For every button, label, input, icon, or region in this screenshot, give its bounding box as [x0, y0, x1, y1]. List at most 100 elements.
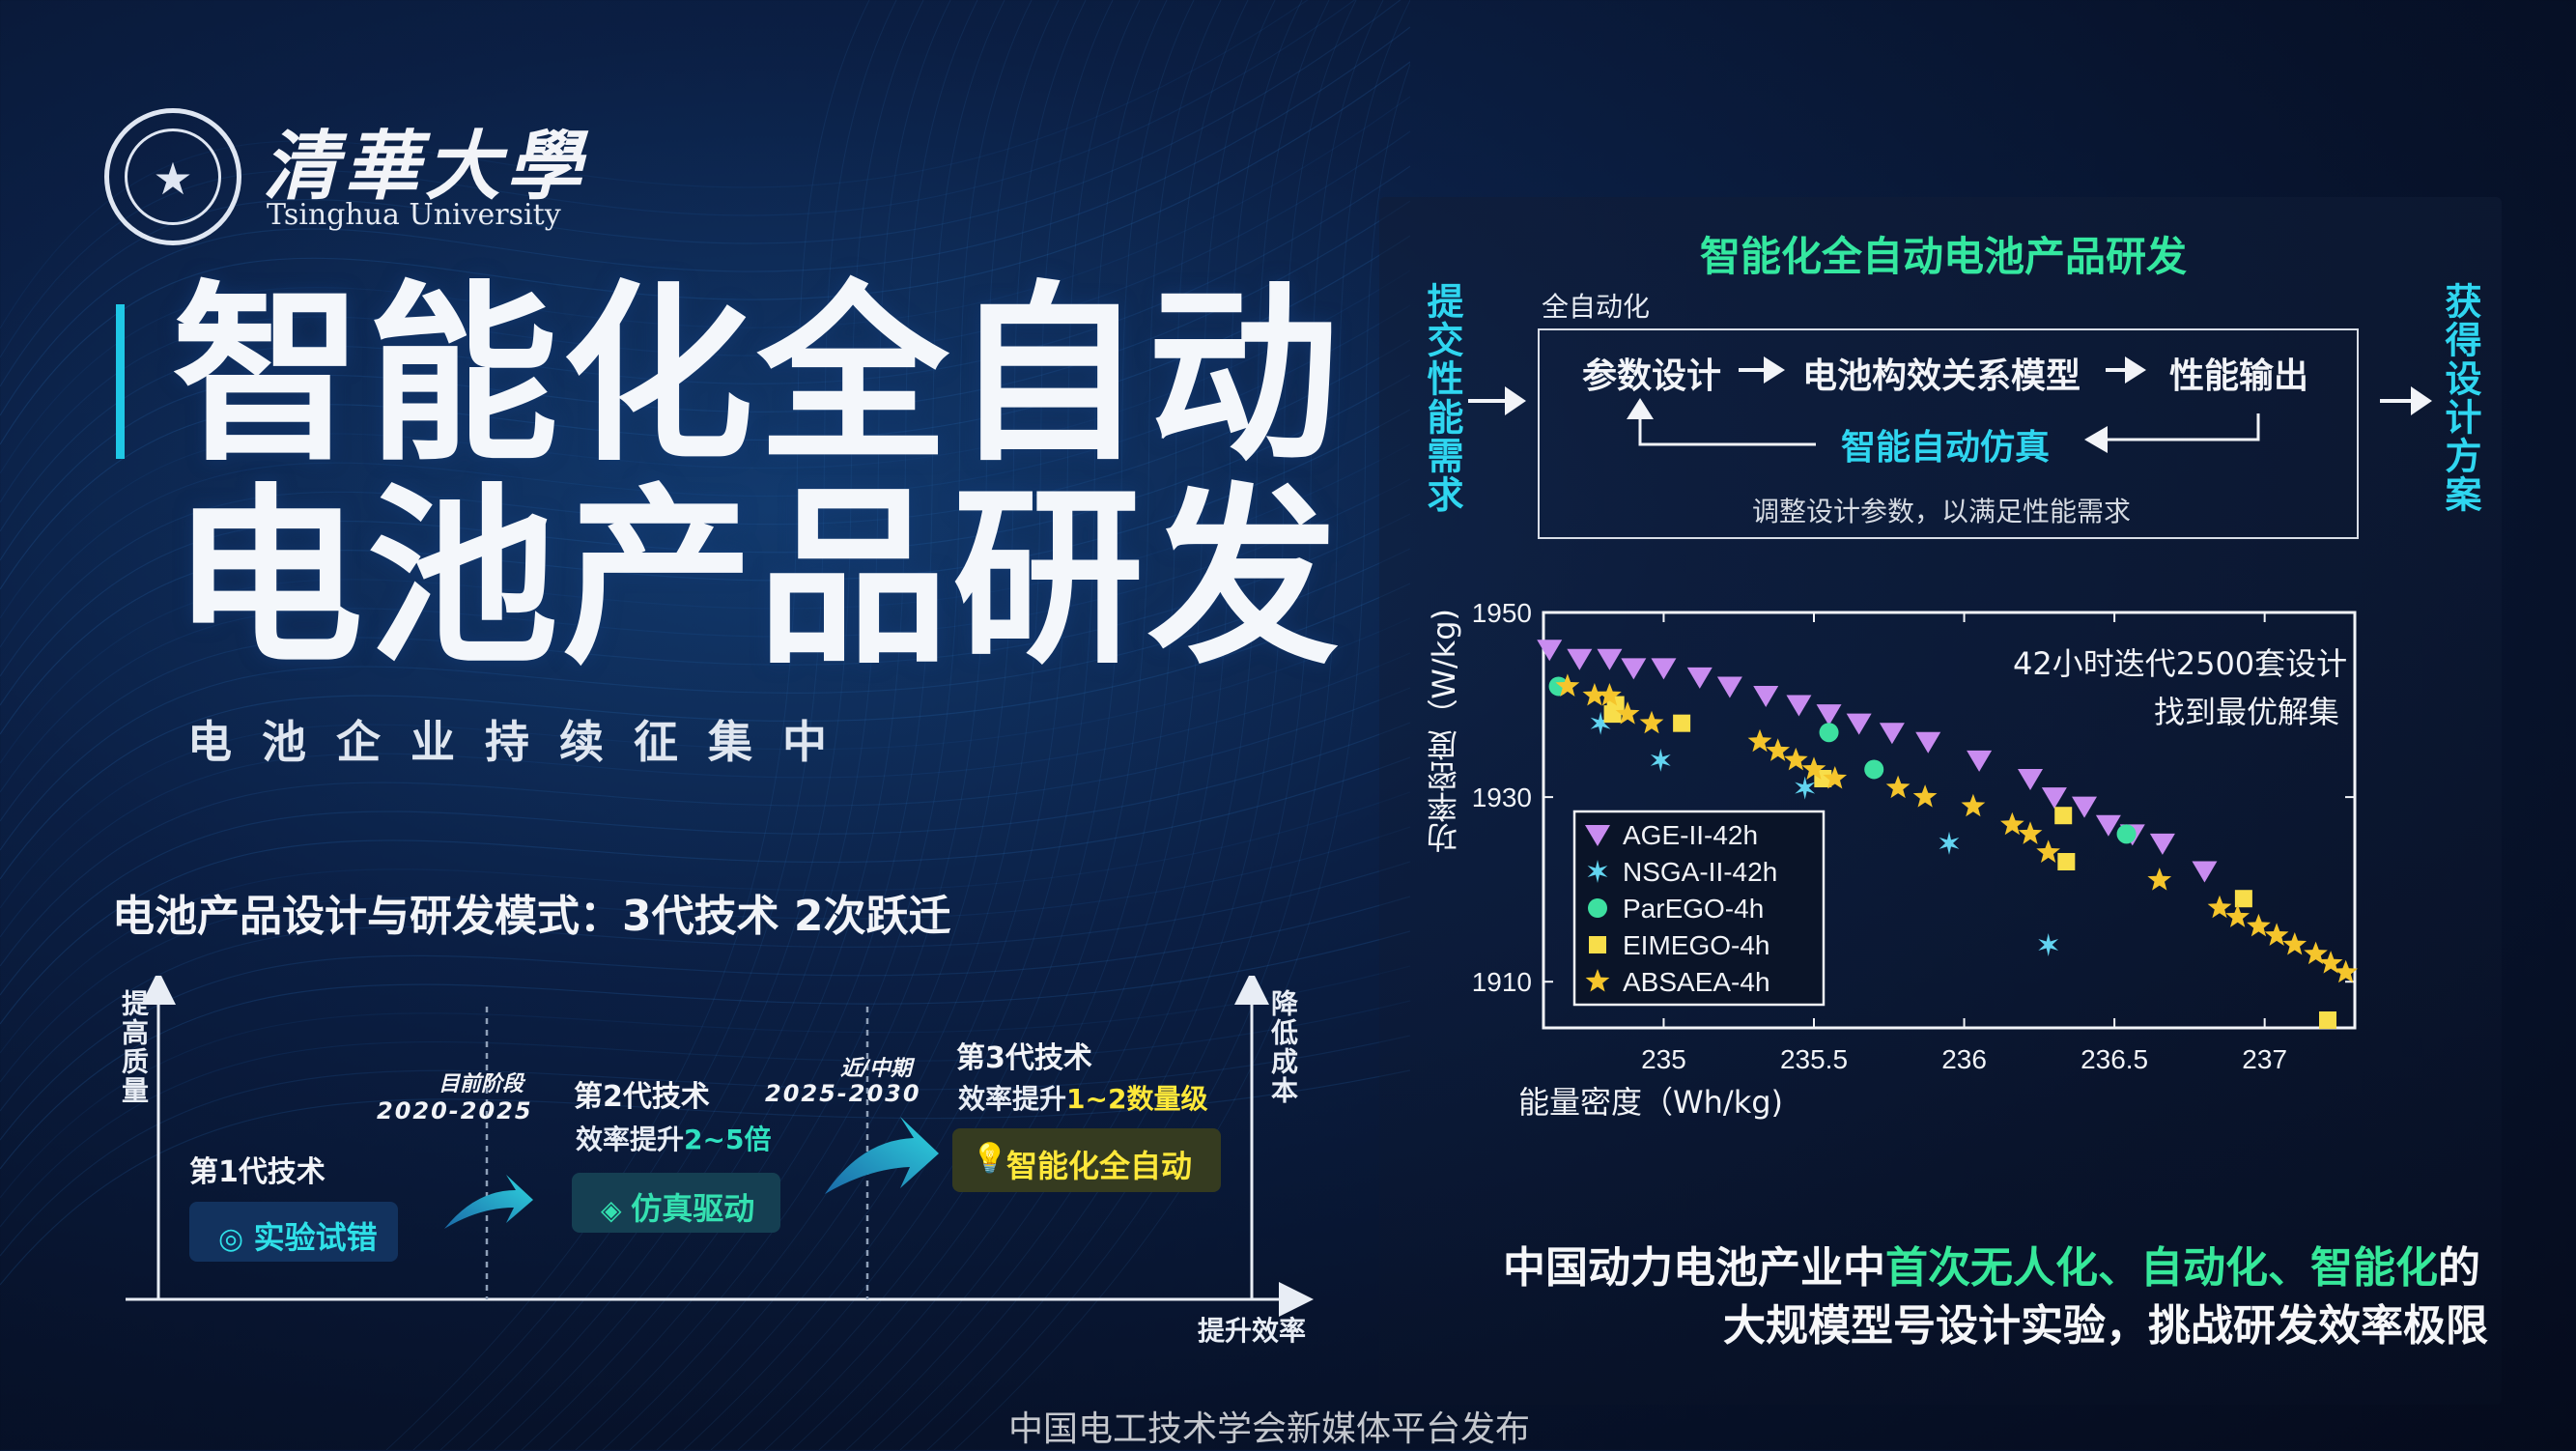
- wave-line: [0, 687, 1410, 967]
- title-accent-bar: [116, 304, 125, 459]
- wave-line: [0, 61, 1410, 445]
- stage2-period-label: 近/中期: [840, 1057, 913, 1081]
- gen2-label: 第2代技术: [574, 1080, 710, 1114]
- wave-line: [764, 0, 1249, 1450]
- wave-line: [0, 409, 1410, 735]
- footer-watermark: 中国电工技术学会新媒体平台发布: [1008, 1409, 1531, 1449]
- data-point-absaea-4h: [1639, 710, 1664, 734]
- legend-marker: [1585, 825, 1610, 846]
- right-axis-label-cost: 降低成本: [1267, 989, 1299, 1105]
- data-point-absaea-4h: [2207, 895, 2232, 919]
- x-axis-label-efficiency: 提升效率: [1198, 1315, 1307, 1347]
- legend-marker: [1585, 969, 1610, 992]
- wave-line: [0, 443, 1410, 764]
- right-panel: [1379, 197, 2502, 1405]
- data-point-age-ii-42h: [1786, 695, 1812, 717]
- data-point-absaea-4h: [2225, 904, 2250, 927]
- data-point-absaea-4h: [1598, 683, 1622, 706]
- legend-label: EIMEGO-4h: [1623, 930, 1769, 960]
- wave-line: [0, 374, 1410, 706]
- data-point-eimego-4h: [1673, 714, 1691, 732]
- data-point-absaea-4h: [2147, 868, 2172, 891]
- wave-line: [0, 583, 1410, 880]
- data-point-eimego-4h: [2319, 1011, 2336, 1029]
- logo-english-name: Tsinghua University: [267, 198, 561, 232]
- target-icon: ◎: [218, 1222, 254, 1256]
- data-point-absaea-4h: [2000, 811, 2024, 836]
- x-tick-label: 235.5: [1780, 1044, 1848, 1074]
- wave-line: [0, 1035, 1410, 1257]
- flow-box: [1538, 328, 2359, 539]
- gen1-box-label: 实验试错: [253, 1219, 378, 1256]
- wave-line: [0, 165, 1410, 532]
- statement-line1-highlight: 首次无人化、自动化、智能化: [1885, 1243, 2438, 1293]
- data-point-parego-4h: [1864, 759, 1884, 780]
- legend-marker: [1588, 898, 1607, 918]
- gen2-effect-prefix: 效率提升: [576, 1124, 685, 1155]
- data-point-age-ii-42h: [1621, 658, 1647, 680]
- data-point-absaea-4h: [2018, 821, 2043, 844]
- x-tick-label: 236.5: [2081, 1044, 2148, 1074]
- flow-title: 智能化全自动电池产品研发: [1700, 233, 2188, 280]
- wave-line: [899, 0, 1384, 1450]
- wave-line: [0, 548, 1410, 851]
- data-point-age-ii-42h: [2149, 833, 2175, 855]
- legend-marker: [1589, 936, 1606, 953]
- flow-box-label: 全自动化: [1542, 291, 1651, 323]
- data-point-absaea-4h: [1801, 756, 1826, 780]
- data-point-absaea-4h: [2334, 959, 2358, 983]
- gen2-effect-value: 2~5倍: [684, 1124, 772, 1155]
- data-point-absaea-4h: [2247, 913, 2271, 937]
- wave-line: [0, 930, 1410, 1170]
- wave-line: [0, 1000, 1410, 1228]
- y-axis-label-quality: 提高质量: [118, 989, 150, 1105]
- x-tick-label: 236: [1941, 1044, 1987, 1074]
- data-point-age-ii-42h: [1716, 676, 1742, 698]
- main-title-line1: 智能化全自动: [172, 264, 1343, 487]
- pareto-scatter-chart: 235 235.5 236 236.5 237 1910 1930 1950 AGE-II-42…: [1472, 598, 2358, 1074]
- data-point-age-ii-42h: [1846, 713, 1872, 735]
- data-point-age-ii-42h: [1753, 686, 1779, 707]
- gen3-box: 💡 智能化全自动: [952, 1128, 1221, 1192]
- data-point-nsga-ii-42h: [1795, 776, 1816, 800]
- wave-line: [953, 63, 1410, 1450]
- gen2-box-label: 仿真驱动: [631, 1190, 755, 1227]
- data-point-absaea-4h: [2318, 951, 2343, 974]
- wave-line: [845, 0, 1330, 1450]
- flow-step-param-design: 参数设计: [1582, 356, 1722, 396]
- wave-line: [0, 652, 1410, 938]
- flow-arrows: [1468, 356, 2432, 453]
- data-point-nsga-ii-42h: [2038, 933, 2059, 956]
- data-point-absaea-4h: [1961, 793, 1986, 817]
- data-point-absaea-4h: [1766, 738, 1790, 761]
- legend-label: AGE-II-42h: [1623, 820, 1758, 850]
- wave-line: [0, 826, 1410, 1083]
- statement-line1: 中国动力电池产业中首次无人化、自动化、智能化的: [1503, 1233, 2480, 1295]
- wave-line: [926, 0, 1410, 1450]
- data-point-age-ii-42h: [2072, 796, 2097, 818]
- wave-line: [0, 513, 1410, 822]
- data-point-parego-4h: [2116, 824, 2137, 844]
- data-point-age-ii-42h: [1967, 750, 1993, 772]
- stage1-period-label: 目前阶段: [439, 1072, 524, 1096]
- data-point-age-ii-42h: [2018, 769, 2043, 790]
- data-point-absaea-4h: [1615, 701, 1640, 725]
- stage2-period: 2025-2030: [765, 1080, 921, 1107]
- data-point-absaea-4h: [1823, 766, 1848, 789]
- wave-line: [0, 861, 1410, 1112]
- wave-line: [0, 478, 1410, 793]
- plot-frame: [1542, 611, 2357, 1030]
- gen3-label: 第3代技术: [956, 1041, 1092, 1075]
- data-point-nsga-ii-42h: [1590, 711, 1611, 735]
- data-point-parego-4h: [1819, 723, 1839, 743]
- flow-step-output: 性能输出: [2169, 356, 2309, 396]
- gen3-effect: 效率提升1~2数量级: [958, 1078, 1207, 1117]
- wave-line: [710, 0, 1195, 1450]
- statement-line2: 大规模型号设计实验，挑战研发效率极限: [1723, 1301, 2488, 1351]
- data-point-age-ii-42h: [1537, 640, 1563, 662]
- gen1-label: 第1代技术: [189, 1155, 326, 1189]
- wave-line: [0, 896, 1410, 1141]
- logo-chinese-name: 清華大學: [263, 123, 588, 211]
- data-point-nsga-ii-42h: [1650, 748, 1671, 772]
- wave-line: [0, 270, 1410, 619]
